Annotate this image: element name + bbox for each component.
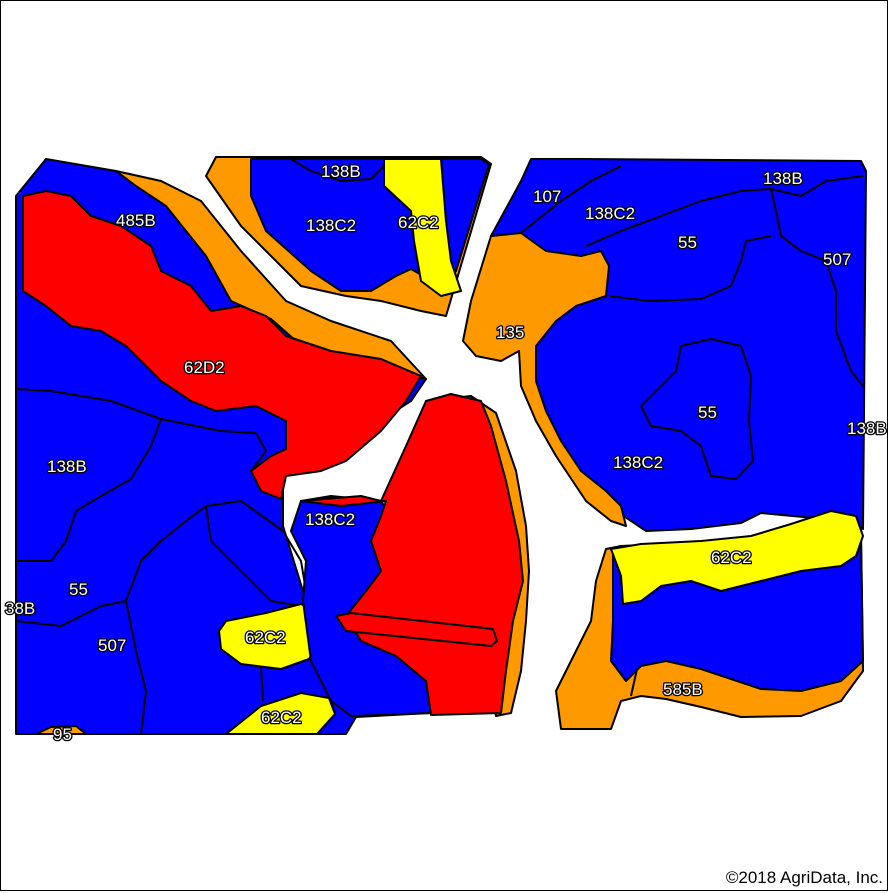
soil-boundary-east-2	[608, 235, 772, 302]
label-62C2-sw1: 62C2	[245, 628, 286, 647]
soil-boundary-west-1	[15, 388, 257, 562]
soil-boundary-138B-top	[290, 158, 385, 182]
label-138B-w: 138B	[47, 457, 87, 476]
label-585B: 585B	[663, 680, 703, 699]
label-485B: 485B	[116, 211, 156, 230]
copyright-notice: ©2018 AgriData, Inc.	[725, 868, 883, 887]
soil-boundary-west-2	[15, 432, 284, 735]
label-138B-ne: 138B	[763, 169, 803, 188]
label-62C2-top: 62C2	[398, 213, 439, 232]
label-138C2-ne: 138C2	[585, 204, 635, 223]
label-138C2-center: 138C2	[305, 510, 355, 529]
label-38B: 38B	[5, 599, 35, 618]
soil-inclusion-strip	[335, 612, 498, 647]
soil-boundary-55-mid	[640, 338, 754, 480]
label-138B-top: 138B	[321, 162, 361, 181]
label-95: 95	[53, 725, 72, 744]
soil-polygon-east-base	[490, 158, 867, 532]
label-62C2-sw2: 62C2	[261, 708, 302, 727]
soil-polygon-62D2-red	[22, 190, 422, 500]
soil-polygon-95-orange	[35, 725, 87, 735]
label-138C2-mid: 138C2	[613, 453, 663, 472]
soil-boundary-se-1	[630, 668, 638, 697]
label-138C2-top: 138C2	[306, 216, 356, 235]
soil-boundary-east-1	[520, 165, 864, 387]
label-55-w: 55	[69, 580, 88, 599]
soil-polygon-62C2-sw1	[218, 603, 324, 670]
label-62C2-se: 62C2	[711, 548, 752, 567]
label-507-ne: 507	[823, 250, 851, 269]
soil-polygon-62C2-se-yellow	[610, 510, 864, 605]
label-55-mid: 55	[698, 403, 717, 422]
label-507-sw: 507	[98, 636, 126, 655]
soil-polygon-62C2-top-yellow	[383, 158, 462, 297]
label-55-ne: 55	[678, 233, 697, 252]
label-107: 107	[533, 187, 561, 206]
soil-polygon-135-orange	[462, 232, 627, 527]
label-135: 135	[496, 323, 524, 342]
label-138B-edge: 138B	[847, 419, 887, 438]
label-62D2: 62D2	[184, 358, 225, 377]
